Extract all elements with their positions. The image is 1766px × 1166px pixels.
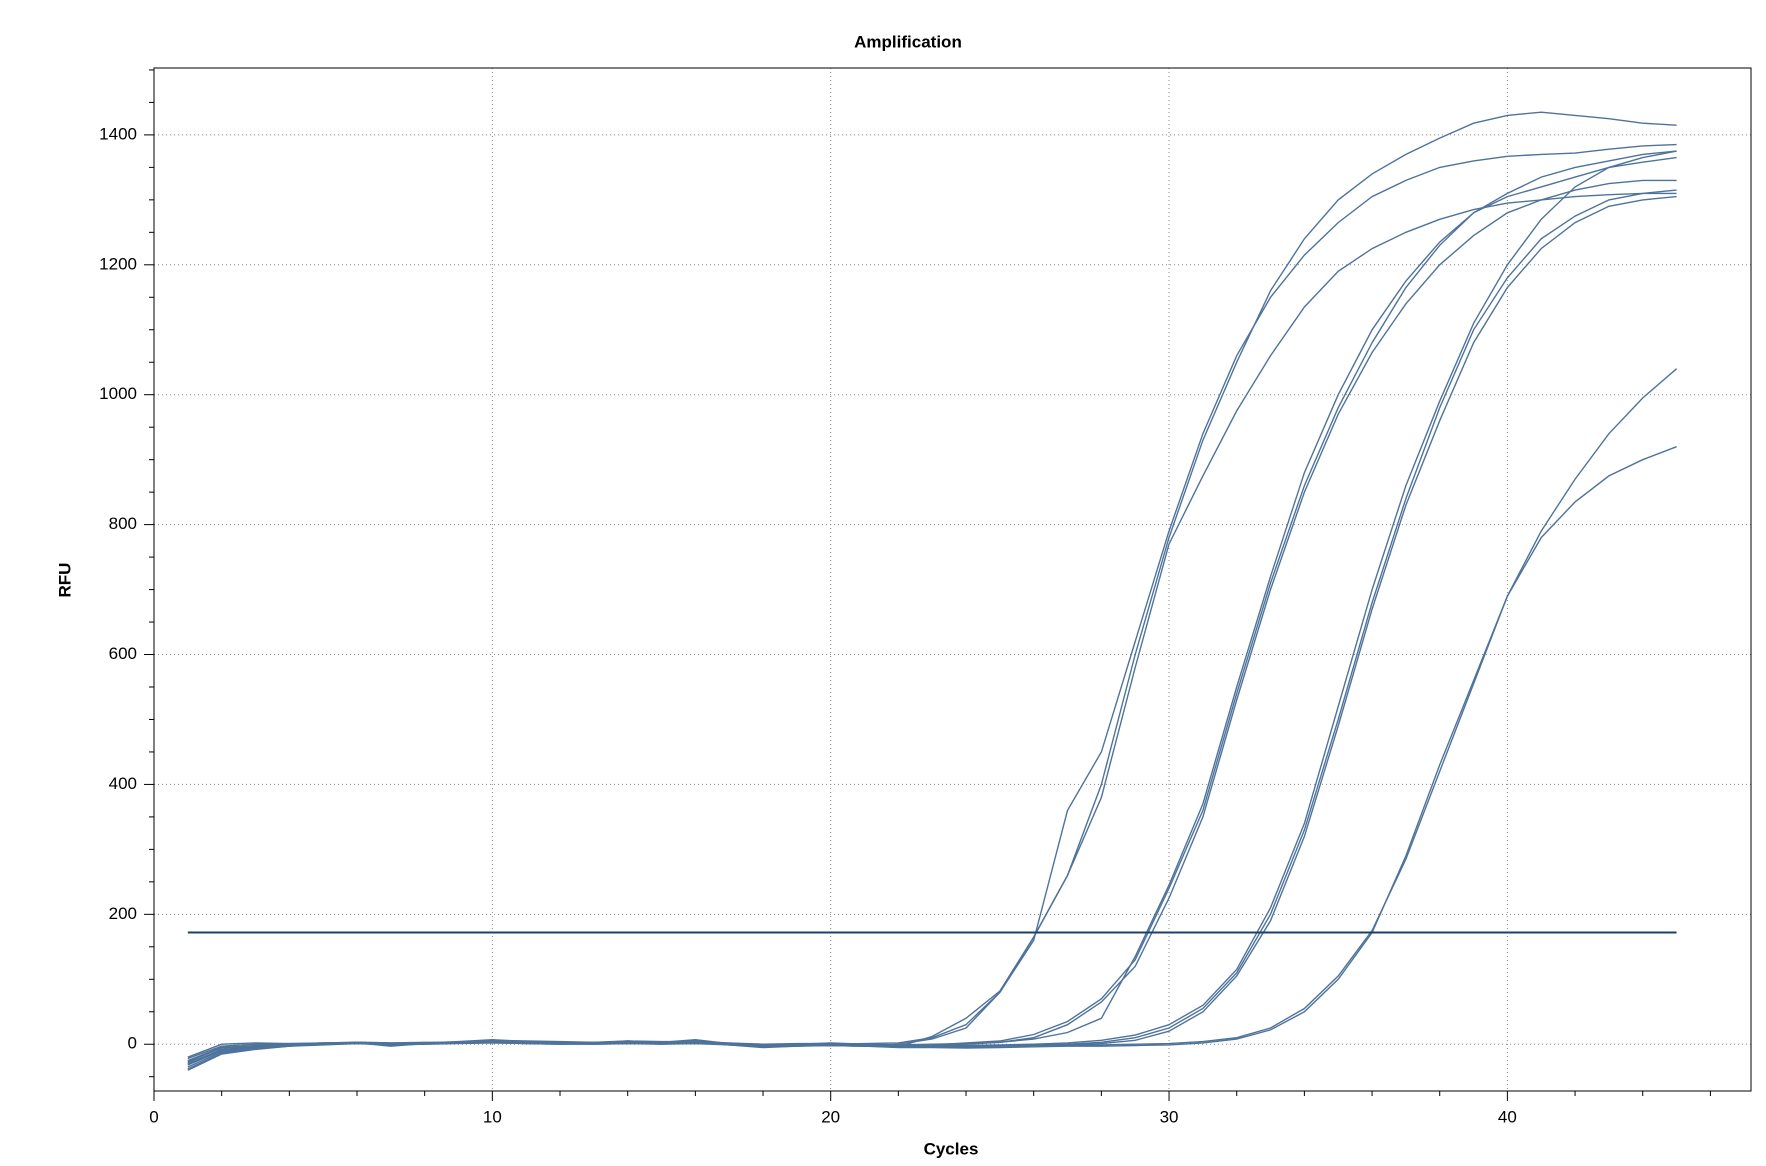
y-tick-label: 800	[109, 514, 137, 533]
x-tick-label: 10	[483, 1107, 502, 1126]
y-tick-label: 200	[109, 904, 137, 923]
x-axis-title: Cycles	[924, 1139, 979, 1158]
y-tick-label: 1000	[99, 384, 137, 403]
y-axis-title: RFU	[55, 563, 74, 598]
x-tick-label: 40	[1498, 1107, 1517, 1126]
y-tick-label: 400	[109, 774, 137, 793]
x-tick-label: 20	[821, 1107, 840, 1126]
amplification-curve	[187, 446, 1677, 1062]
amplification-curve	[187, 150, 1677, 1060]
plot-frame	[153, 67, 1752, 1092]
amplification-curve	[187, 368, 1678, 1070]
x-tick-label: 30	[1160, 1107, 1179, 1126]
y-tick-label: 1400	[99, 124, 137, 143]
y-tick-label: 1200	[99, 254, 137, 273]
x-tick-label: 0	[149, 1107, 158, 1126]
y-tick-label: 600	[109, 644, 137, 663]
chart-title: Amplification	[854, 32, 962, 51]
y-tick-label: 0	[128, 1034, 137, 1053]
